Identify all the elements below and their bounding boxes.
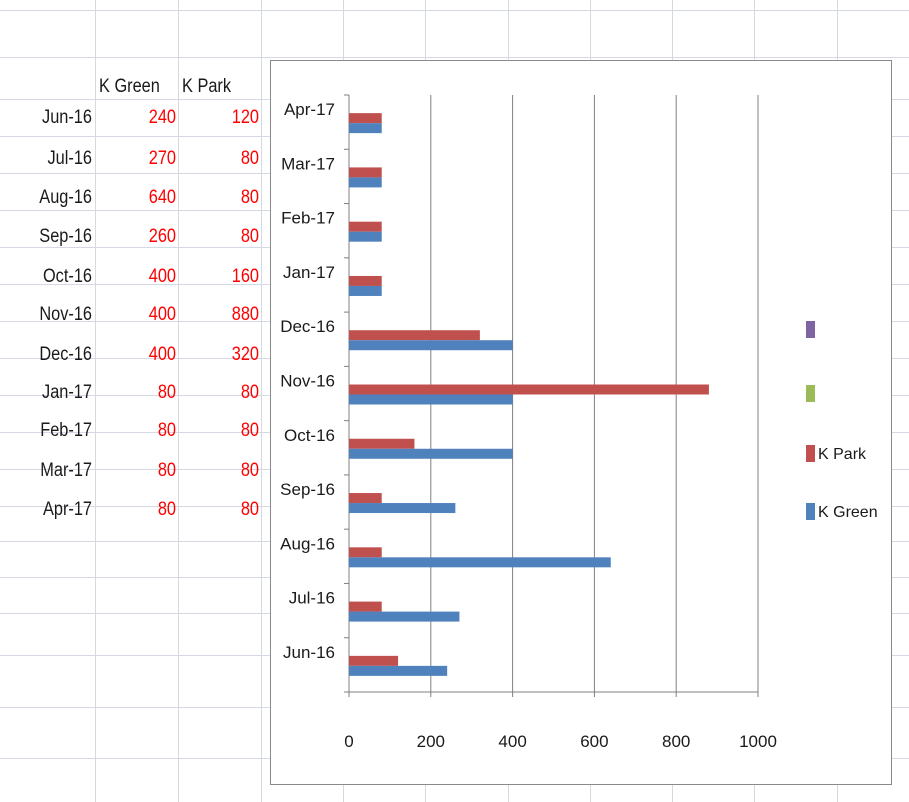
bar-k-park: [349, 384, 709, 395]
cell-month[interactable]: Dec-16: [39, 344, 92, 365]
grid-row-line: [0, 57, 909, 58]
cell-k-green[interactable]: 80: [157, 420, 176, 441]
cell-k-green[interactable]: 80: [157, 460, 176, 481]
chart-canvas: 0 200 400 600 800 1000 Jun-16 Jul-16 Aug-16 Sep-1…: [280, 94, 878, 751]
cell-month[interactable]: Apr-17: [42, 499, 92, 520]
grid-row-line: [0, 10, 909, 11]
x-tick-label: 1000: [739, 732, 777, 751]
legend-label: K Green: [818, 504, 878, 521]
bar-k-park: [349, 167, 382, 178]
bar-k-green: [349, 231, 382, 242]
cell-k-park[interactable]: 160: [231, 266, 259, 287]
header-k-park[interactable]: K Park: [182, 76, 232, 97]
bar-k-green: [349, 123, 382, 134]
bar-k-park: [349, 438, 415, 449]
cell-month[interactable]: Oct-16: [42, 266, 92, 287]
grid-column-line: [178, 0, 179, 802]
cell-month[interactable]: Nov-16: [39, 304, 92, 325]
bar-k-green: [349, 503, 456, 514]
cell-k-park[interactable]: 880: [231, 304, 259, 325]
legend-swatch: [806, 445, 815, 462]
y-tick-label: Jul-16: [289, 589, 335, 608]
legend-swatch: [806, 503, 815, 520]
cell-k-green[interactable]: 400: [148, 266, 176, 287]
legend-swatch: [806, 321, 815, 338]
bar-k-park: [349, 113, 382, 124]
y-tick-label: Mar-17: [281, 154, 335, 173]
cell-k-green[interactable]: 240: [148, 107, 176, 128]
cell-k-park[interactable]: 80: [240, 420, 259, 441]
x-tick-label: 0: [344, 732, 353, 751]
y-tick-label: Dec-16: [280, 317, 335, 336]
legend-swatch: [806, 385, 815, 402]
header-k-green[interactable]: K Green: [99, 76, 160, 97]
bar-k-green: [349, 394, 513, 405]
cell-k-park[interactable]: 320: [231, 344, 259, 365]
cell-k-green[interactable]: 640: [148, 187, 176, 208]
y-tick-label: Nov-16: [280, 372, 335, 391]
cell-month[interactable]: Jul-16: [47, 148, 92, 169]
bar-k-park: [349, 601, 382, 612]
y-tick-label: Feb-17: [281, 209, 335, 228]
cell-month[interactable]: Feb-17: [40, 420, 92, 441]
bar-k-park: [349, 655, 399, 666]
cell-k-green[interactable]: 270: [148, 148, 176, 169]
cell-k-green[interactable]: 80: [157, 499, 176, 520]
cell-k-park[interactable]: 80: [240, 187, 259, 208]
cell-k-park[interactable]: 80: [240, 382, 259, 403]
bar-k-green: [349, 177, 382, 188]
y-tick-label: Jun-16: [283, 643, 335, 662]
cell-k-park[interactable]: 80: [240, 499, 259, 520]
cell-k-green[interactable]: 400: [148, 304, 176, 325]
bar-k-green: [349, 557, 611, 568]
y-tick-label: Aug-16: [280, 534, 335, 553]
cell-k-green[interactable]: 400: [148, 344, 176, 365]
bar-k-park: [349, 221, 382, 232]
cell-k-green[interactable]: 80: [157, 382, 176, 403]
legend-label: K Park: [818, 446, 867, 463]
bar-k-park: [349, 330, 480, 341]
y-tick-label: Sep-16: [280, 480, 335, 499]
bar-chart[interactable]: 0 200 400 600 800 1000 Jun-16 Jul-16 Aug-16 Sep-1…: [270, 60, 892, 785]
cell-k-park[interactable]: 80: [240, 148, 259, 169]
cell-k-green[interactable]: 260: [148, 226, 176, 247]
y-tick-label: Apr-17: [284, 100, 335, 119]
x-tick-label: 400: [498, 732, 526, 751]
bar-k-green: [349, 285, 382, 296]
cell-k-park[interactable]: 80: [240, 226, 259, 247]
cell-month[interactable]: Mar-17: [40, 460, 92, 481]
x-tick-label: 600: [580, 732, 608, 751]
bar-k-park: [349, 493, 382, 504]
grid-column-line: [95, 0, 96, 802]
x-tick-label: 200: [417, 732, 445, 751]
x-tick-label: 800: [662, 732, 690, 751]
cell-month[interactable]: Jun-16: [42, 107, 92, 128]
bar-k-green: [349, 448, 513, 459]
bar-k-park: [349, 547, 382, 558]
cell-k-park[interactable]: 120: [231, 107, 259, 128]
bar-k-park: [349, 275, 382, 286]
bar-k-green: [349, 611, 460, 622]
grid-column-line: [261, 0, 262, 802]
bar-k-green: [349, 340, 513, 351]
y-tick-label: Oct-16: [284, 426, 335, 445]
cell-month[interactable]: Jan-17: [42, 382, 92, 403]
y-tick-label: Jan-17: [283, 263, 335, 282]
cell-k-park[interactable]: 80: [240, 460, 259, 481]
cell-month[interactable]: Sep-16: [39, 226, 92, 247]
bar-k-green: [349, 665, 448, 676]
cell-month[interactable]: Aug-16: [39, 187, 92, 208]
